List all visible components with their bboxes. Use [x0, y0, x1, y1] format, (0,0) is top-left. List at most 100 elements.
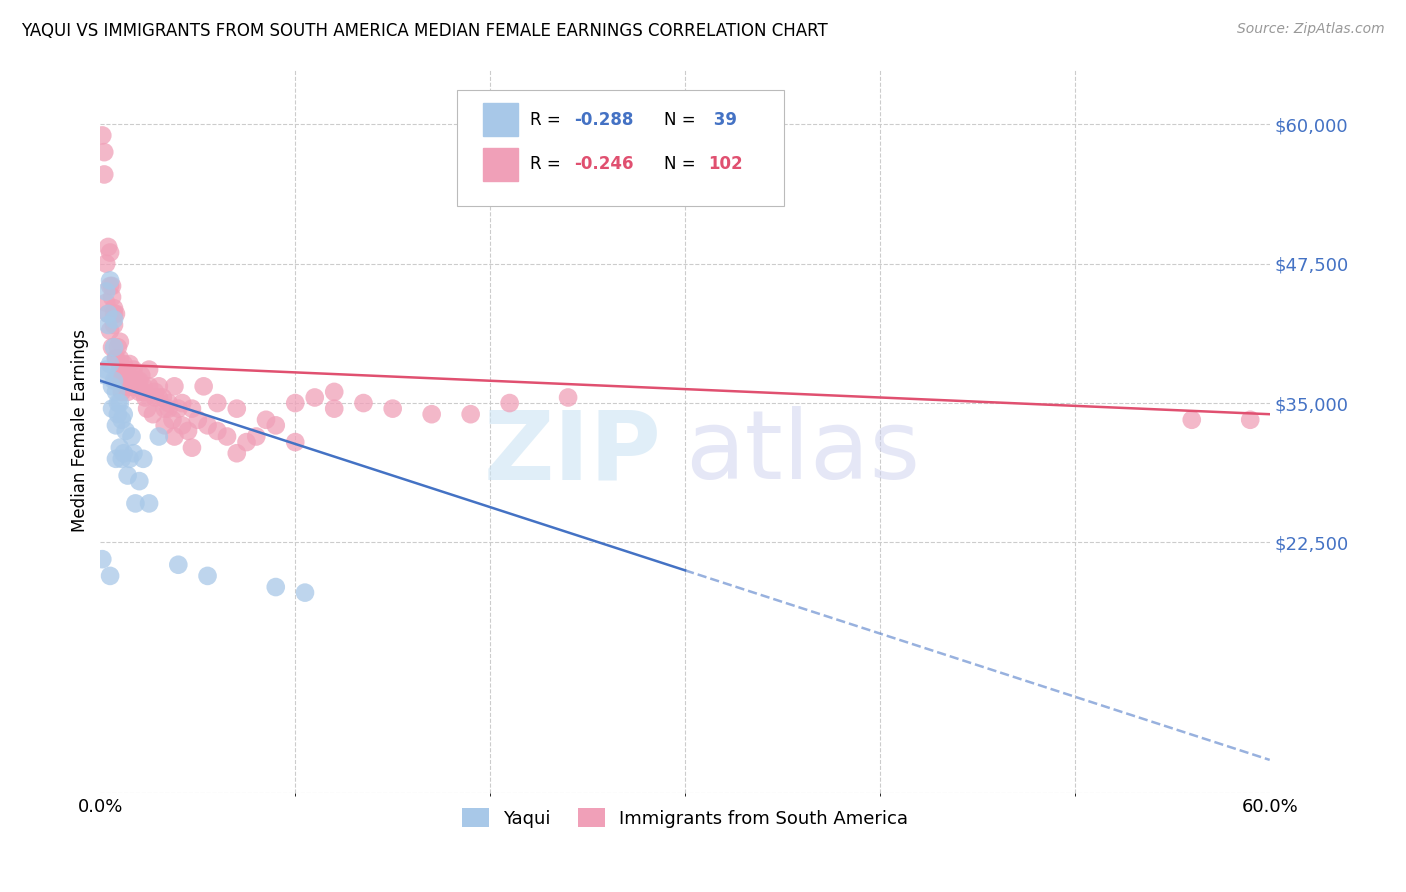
Point: [97, 307, 120, 321]
Point: [104, 451, 127, 466]
Point: [143, 384, 166, 399]
Text: 39: 39: [709, 111, 737, 128]
Point: [107, 374, 129, 388]
Point: [143, 391, 166, 405]
Point: [187, 413, 209, 427]
Point: [112, 374, 135, 388]
Point: [167, 401, 190, 416]
Point: [148, 429, 170, 443]
Point: [108, 362, 131, 376]
Point: [172, 396, 194, 410]
Point: [104, 307, 127, 321]
Point: [197, 418, 219, 433]
Point: [111, 413, 134, 427]
Bar: [482, 148, 517, 181]
Point: [107, 340, 129, 354]
Point: [103, 374, 125, 388]
Point: [134, 391, 156, 405]
Text: -0.288: -0.288: [574, 111, 633, 128]
Bar: [482, 103, 517, 136]
Point: [101, 401, 124, 416]
Point: [118, 357, 141, 371]
Point: [128, 384, 150, 399]
Point: [148, 391, 170, 405]
Point: [114, 362, 136, 376]
Text: N =: N =: [664, 155, 700, 173]
Point: [1239, 413, 1261, 427]
Point: [108, 441, 131, 455]
Point: [93, 145, 115, 160]
Point: [122, 446, 145, 460]
Point: [107, 368, 129, 383]
Point: [215, 429, 238, 443]
Point: [294, 585, 316, 599]
Text: YAQUI VS IMMIGRANTS FROM SOUTH AMERICA MEDIAN FEMALE EARNINGS CORRELATION CHART: YAQUI VS IMMIGRANTS FROM SOUTH AMERICA M…: [21, 22, 828, 40]
Point: [181, 441, 204, 455]
Point: [129, 368, 152, 383]
Point: [142, 407, 165, 421]
Point: [152, 391, 174, 405]
Point: [122, 362, 145, 376]
Point: [111, 451, 134, 466]
Point: [381, 401, 404, 416]
Point: [104, 374, 127, 388]
Point: [121, 379, 143, 393]
Point: [264, 580, 287, 594]
Text: atlas: atlas: [685, 406, 920, 500]
Point: [153, 418, 176, 433]
Point: [197, 569, 219, 583]
Point: [284, 435, 307, 450]
Point: [112, 407, 135, 421]
Point: [98, 273, 121, 287]
Point: [96, 257, 118, 271]
Point: [96, 362, 118, 376]
Point: [98, 324, 121, 338]
Point: [353, 396, 375, 410]
Point: [97, 240, 120, 254]
Point: [108, 334, 131, 349]
Point: [96, 285, 118, 299]
Point: [108, 396, 131, 410]
Point: [153, 401, 176, 416]
Legend: Yaqui, Immigrants from South America: Yaqui, Immigrants from South America: [454, 801, 915, 835]
Point: [112, 357, 135, 371]
Point: [557, 391, 579, 405]
Point: [111, 362, 134, 376]
Point: [101, 379, 124, 393]
Point: [127, 374, 149, 388]
Point: [117, 468, 139, 483]
Point: [101, 279, 124, 293]
Point: [128, 474, 150, 488]
Point: [114, 362, 136, 376]
Text: N =: N =: [664, 111, 700, 128]
Point: [101, 290, 124, 304]
Point: [98, 279, 121, 293]
Point: [225, 446, 247, 460]
Point: [148, 379, 170, 393]
Point: [132, 379, 155, 393]
Point: [284, 396, 307, 410]
Point: [207, 424, 229, 438]
Point: [163, 379, 186, 393]
Point: [1181, 413, 1204, 427]
Point: [101, 340, 124, 354]
Point: [97, 318, 120, 332]
Text: Source: ZipAtlas.com: Source: ZipAtlas.com: [1237, 22, 1385, 37]
Point: [114, 379, 136, 393]
FancyBboxPatch shape: [457, 90, 785, 206]
Point: [111, 362, 134, 376]
Text: 102: 102: [709, 155, 742, 173]
Point: [138, 496, 160, 510]
Point: [420, 407, 443, 421]
Point: [138, 379, 160, 393]
Point: [132, 451, 155, 466]
Point: [254, 413, 277, 427]
Point: [108, 351, 131, 366]
Point: [93, 168, 115, 182]
Point: [91, 552, 114, 566]
Point: [304, 391, 326, 405]
Point: [103, 340, 125, 354]
Point: [111, 384, 134, 399]
Point: [193, 379, 215, 393]
Point: [167, 558, 190, 572]
